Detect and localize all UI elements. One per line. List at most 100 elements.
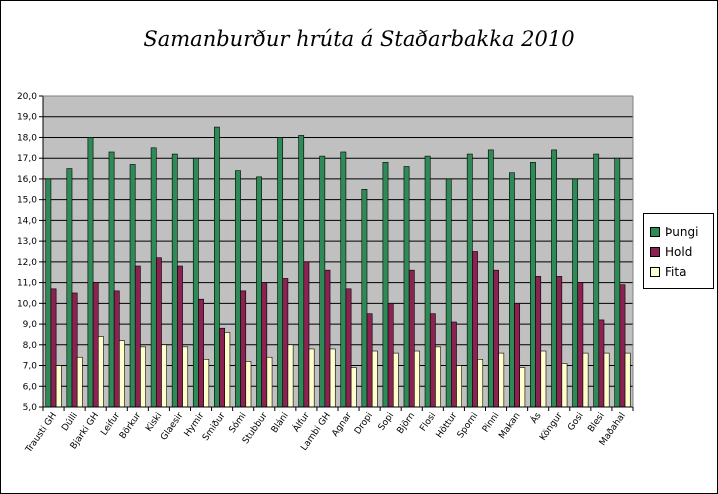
bar-thungi (551, 149, 557, 408)
x-tick-label: Dropi (353, 411, 375, 437)
bar-thungi (340, 151, 347, 408)
bar-fita (140, 346, 146, 408)
x-tick-label: Sporni (456, 411, 481, 440)
y-tick-label: 10,0 (17, 299, 37, 309)
bar-thungi (424, 155, 431, 408)
bar-thungi (235, 170, 241, 408)
bar-hold (450, 321, 457, 408)
y-tick-label: 13,0 (17, 237, 37, 247)
legend-label-fita: Fita (665, 265, 687, 279)
bar-hold (345, 288, 352, 408)
bar-fita (603, 352, 610, 408)
bar-fita (477, 359, 484, 408)
legend: Þungi Hold Fita (643, 213, 714, 289)
bar-hold (155, 257, 162, 408)
x-tick-label: Köngur (538, 411, 565, 443)
bar-fita (287, 344, 294, 408)
y-tick-label: 18,0 (17, 133, 37, 143)
bar-hold (113, 290, 120, 408)
bar-thungi (171, 153, 178, 408)
bar-fita (456, 365, 462, 408)
bar-thungi (361, 189, 368, 408)
bars (45, 126, 631, 408)
bar-hold (134, 265, 141, 408)
bar-hold (303, 261, 310, 408)
bar-thungi (45, 178, 52, 408)
bar-hold (619, 284, 626, 408)
bar-thungi (108, 151, 115, 408)
chart-title: Samanburður hrúta á Staðarbakka 2010 (143, 27, 575, 51)
bar-thungi (256, 176, 262, 408)
bar-thungi (319, 155, 326, 408)
y-tick-label: 15,0 (17, 196, 37, 206)
y-tick-label: 14,0 (17, 216, 37, 226)
bar-thungi (129, 164, 136, 408)
x-tick-label: Agnar (330, 411, 354, 439)
bar-fita (350, 367, 357, 408)
legend-item-fita: Fita (650, 264, 686, 280)
bar-fita (392, 352, 399, 408)
bar-fita (182, 346, 189, 408)
bar-fita (624, 352, 631, 408)
x-tick-label: Sopi (377, 411, 396, 433)
bar-hold (261, 282, 268, 408)
bar-thungi (403, 166, 410, 408)
x-tick-label: Björn (396, 411, 418, 436)
x-tick-label: Ás (528, 410, 544, 426)
y-tick-label: 8,0 (23, 341, 38, 351)
bar-hold (472, 251, 478, 408)
x-tick-label: Blesi (586, 411, 606, 434)
bar-thungi (487, 149, 494, 408)
y-tick-label: 20,0 (17, 92, 37, 102)
bar-fita (224, 332, 231, 408)
legend-item-hold: Hold (650, 244, 692, 260)
x-tick-label: Smiður (201, 411, 228, 443)
bar-thungi (298, 135, 305, 408)
x-tick-label: Glaesir (159, 411, 185, 443)
y-tick-label: 11,0 (17, 279, 37, 289)
y-tick-label: 9,0 (23, 320, 38, 330)
bar-thungi (445, 178, 452, 408)
x-tick-label: Trausti GH (24, 411, 59, 456)
bar-thungi (572, 178, 579, 408)
y-tick-label: 17,0 (17, 154, 37, 164)
bar-hold (429, 313, 436, 408)
bar-thungi (277, 137, 284, 408)
bar-thungi (382, 162, 389, 408)
legend-swatch-fita (650, 267, 660, 277)
bar-fita (582, 352, 589, 408)
bar-hold (514, 303, 521, 408)
bar-hold (219, 327, 226, 408)
bar-thungi (150, 147, 157, 408)
bar-thungi (614, 157, 621, 408)
x-tick-label: Makan (497, 411, 522, 441)
bar-fita (414, 350, 420, 408)
bar-hold (387, 303, 394, 408)
bar-hold (598, 319, 605, 408)
x-tick-label: Gosi (566, 411, 585, 433)
bar-fita (245, 361, 252, 408)
x-tick-label: Flosi (418, 411, 438, 433)
y-tick-label: 7,0 (23, 362, 38, 372)
bar-fita (266, 356, 273, 408)
bar-fita (308, 348, 315, 408)
bar-hold (240, 290, 247, 408)
y-tick-label: 6,0 (23, 382, 38, 392)
bar-hold (50, 288, 57, 408)
bar-fita (55, 365, 62, 408)
x-tick-label: Sómi (227, 410, 249, 435)
legend-label-thungi: Þungi (665, 225, 699, 239)
x-tick-label: Dúlli (60, 411, 80, 433)
y-tick-label: 12,0 (17, 258, 37, 268)
bar-hold (493, 269, 499, 408)
bar-hold (177, 265, 183, 408)
bar-fita (498, 352, 505, 408)
bar-hold (535, 276, 542, 408)
x-tick-label: Pinni (481, 411, 502, 434)
legend-swatch-thungi (650, 227, 660, 237)
bar-thungi (509, 172, 515, 408)
bar-hold (324, 269, 331, 408)
bar-hold (198, 298, 204, 408)
bar-fita (329, 348, 336, 408)
y-tick-label: 5,0 (23, 403, 38, 413)
